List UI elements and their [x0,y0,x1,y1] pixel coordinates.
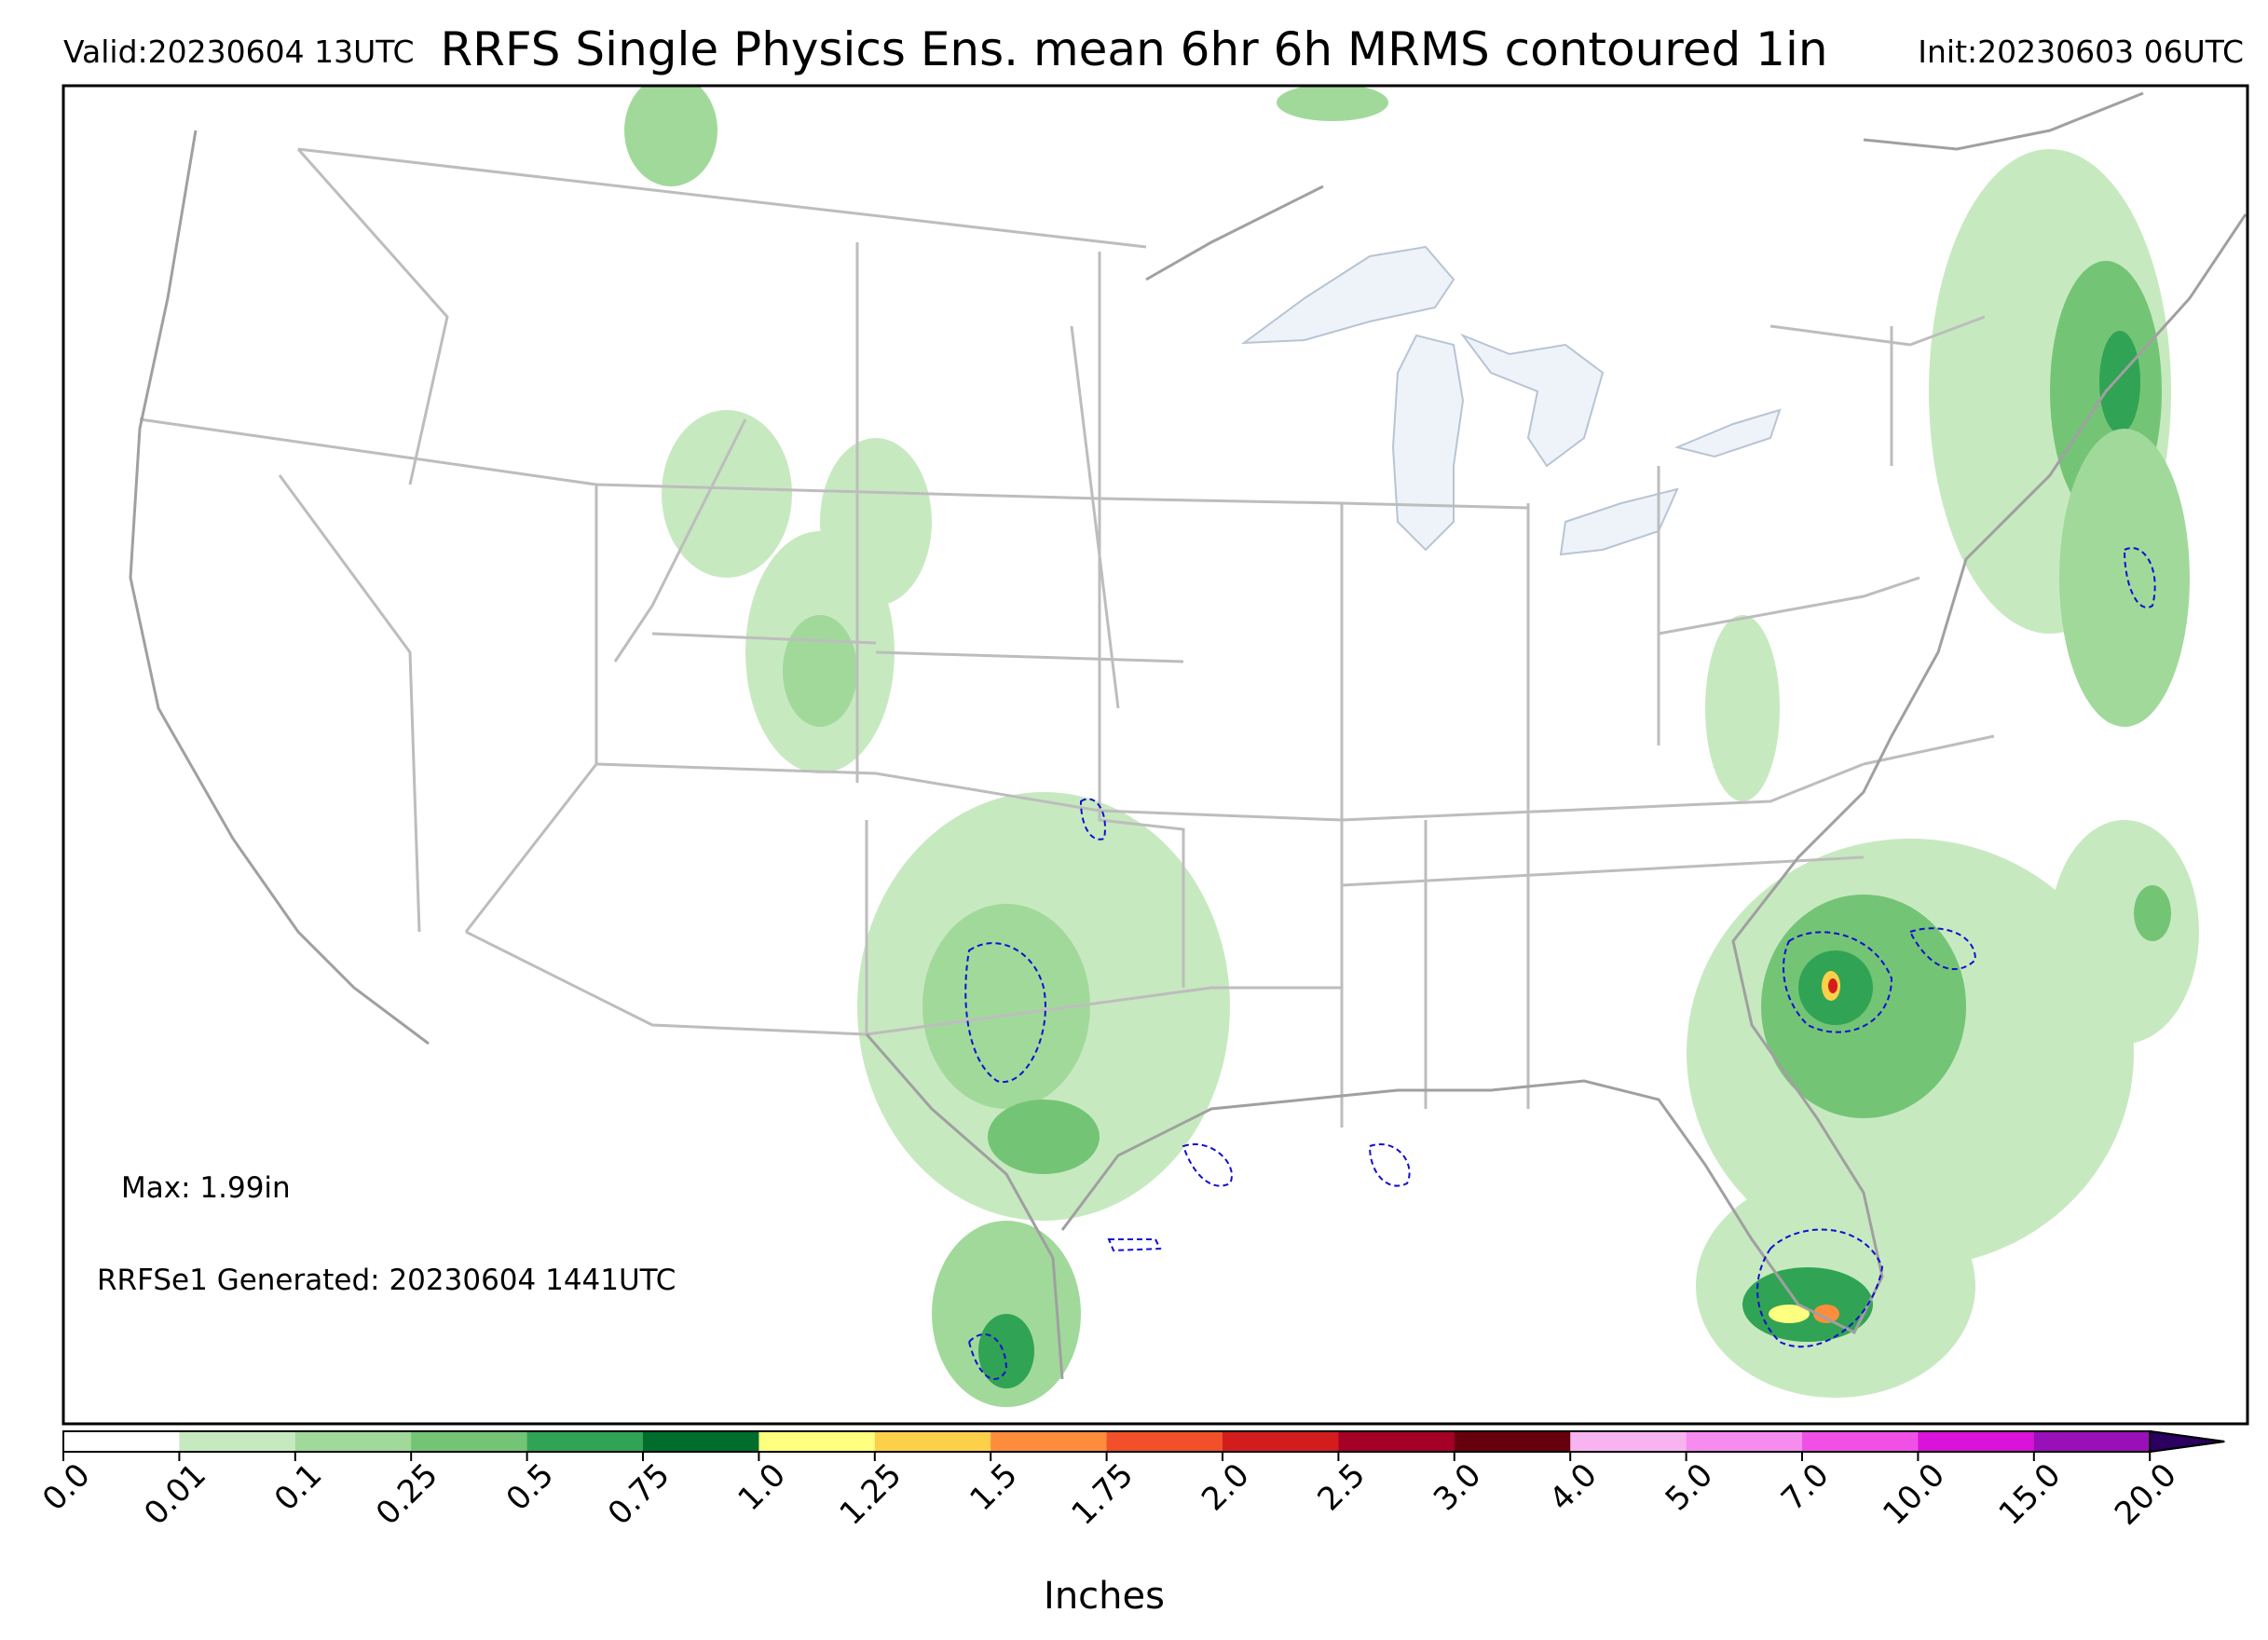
mrms-1in-contours [964,547,2156,1380]
great-lakes [1240,245,1782,556]
map-frame [61,84,2249,1426]
init-time-label: Init:20230603 06UTC [1918,34,2244,70]
max-value-label: Max: 1.99in [121,1171,291,1205]
colorbar-tick-label: 2.5 [1311,1456,1373,1519]
generated-label: RRFSe1 Generated: 20230604 1441UTC [97,1264,676,1297]
precip-area-wyoming [662,410,792,578]
colorbar-tick-label: 1.0 [731,1456,794,1519]
map-title: RRFS Single Physics Ens. mean 6hr 6h MRM… [440,22,1828,76]
colorbar-tick-label: 1.25 [833,1456,909,1533]
valid-time-label: Valid:20230604 13UTC [63,34,415,70]
colorbar-unit-label: Inches [1044,1575,1165,1618]
colorbar-tick-label: 7.0 [1774,1456,1837,1519]
colorbar-tick-label: 0.75 [601,1456,677,1533]
colorbar-tick-label: 0.25 [369,1456,445,1533]
precip-map [61,84,2249,1426]
colorbar-ticks: 0.0 0.01 0.1 0.25 0.5 0.75 1.0 1.25 1.5 1.75 2.0 2.… [35,1452,2184,1533]
state-boundaries [139,147,1995,1128]
colorbar-tick-label: 0.1 [267,1456,330,1519]
colorbar-tick-label: 10.0 [1876,1456,1952,1533]
colorbar-tick-label: 4.0 [1542,1456,1605,1519]
colorbar-tick-label: 5.0 [1659,1456,1721,1519]
coastlines [129,91,2248,1380]
colorbar-tick-label: 20.0 [2108,1456,2184,1533]
colorbar-tick-label: 3.0 [1427,1456,1489,1519]
colorbar-tick-label: 0.01 [137,1456,213,1533]
colorbar-tick-label: 1.5 [963,1456,1025,1519]
colorbar-tick-label: 1.75 [1064,1456,1141,1533]
colorbar-tick-label: 2.0 [1195,1456,1257,1519]
precip-field [624,86,2199,1407]
colorbar-tick-label: 0.0 [35,1456,98,1519]
colorbar-tick-label: 15.0 [1992,1456,2069,1533]
colorbar-tick-label: 0.5 [499,1456,562,1519]
